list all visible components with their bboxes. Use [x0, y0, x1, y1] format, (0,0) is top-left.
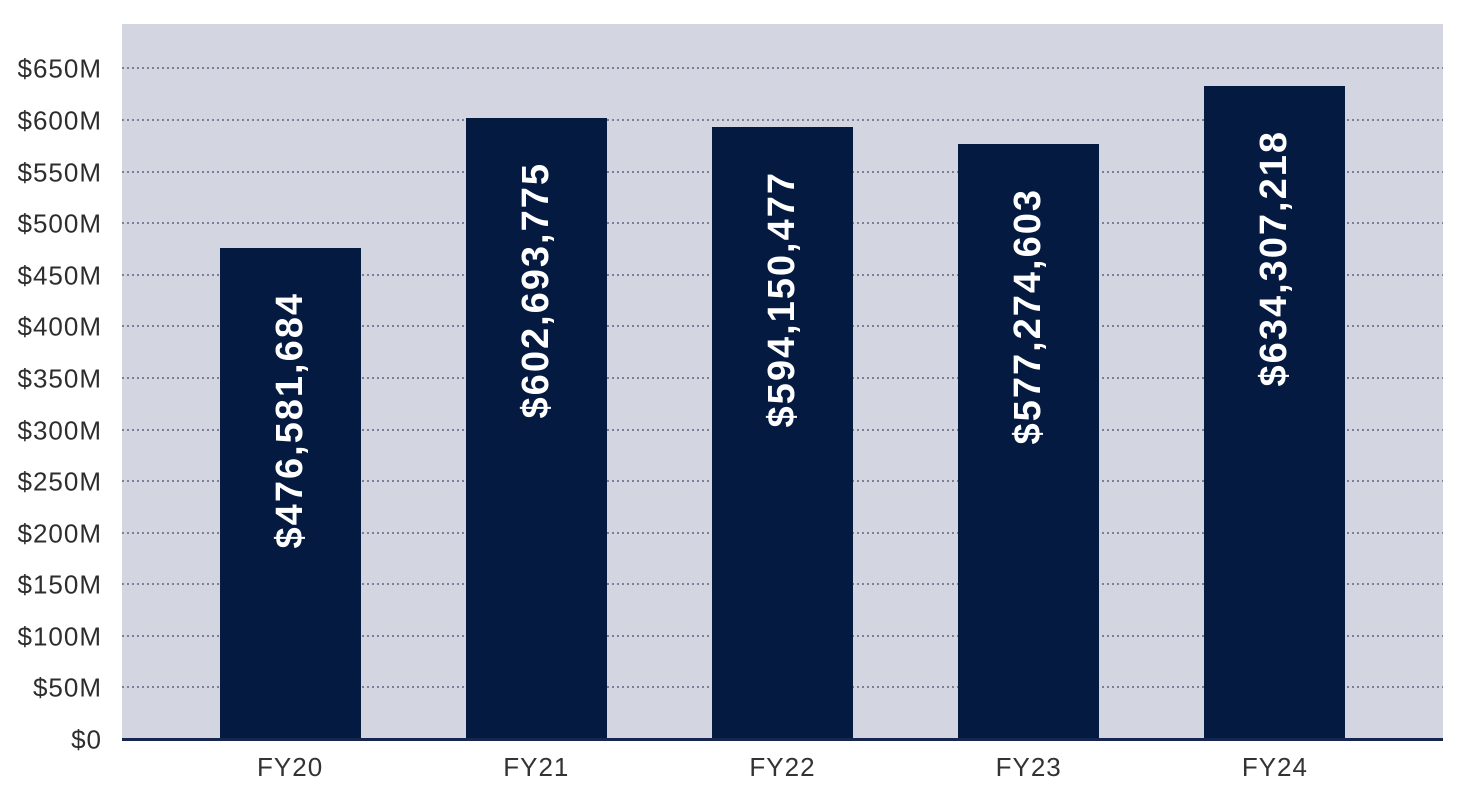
- y-tick-label: $500M: [17, 208, 102, 239]
- x-axis-label-fy20: FY20: [257, 752, 324, 782]
- y-axis: $0 $50M $100M $150M $200M $250M $300M $350M $400…: [0, 24, 122, 755]
- bar-slot: $634,307,218: [1152, 24, 1398, 740]
- x-axis: FY20 FY21 FY22 FY23 FY24: [122, 752, 1443, 783]
- plot-wrap: $0 $50M $100M $150M $200M $250M $300M $350M $400…: [0, 24, 1443, 755]
- bar-slot: $476,581,684: [167, 24, 413, 740]
- y-tick-label: $300M: [17, 415, 102, 445]
- x-axis-label-fy23: FY23: [995, 752, 1062, 782]
- bar-fy24: $634,307,218: [1204, 85, 1346, 740]
- y-tick-label: $100M: [17, 621, 102, 652]
- y-tick-label: $250M: [17, 466, 102, 497]
- y-tick-label: $450M: [17, 260, 102, 291]
- x-axis-label-fy21: FY21: [503, 752, 570, 782]
- x-axis-baseline: [122, 738, 1443, 741]
- bar-slot: $577,274,603: [906, 24, 1152, 740]
- y-tick-label: $650M: [17, 53, 102, 84]
- y-tick-label: $350M: [17, 363, 102, 394]
- bar-value-label: $594,150,477: [761, 171, 803, 428]
- bar-value-label: $577,274,603: [1007, 188, 1050, 445]
- bar-fy23: $577,274,603: [958, 144, 1100, 740]
- y-tick-label: $150M: [17, 569, 102, 600]
- x-axis-label-fy24: FY24: [1241, 752, 1308, 782]
- y-tick-label: $550M: [17, 157, 102, 188]
- bar-slot: $602,693,775: [413, 24, 659, 740]
- bar-fy21: $602,693,775: [465, 118, 607, 740]
- bar-value-label: $634,307,218: [1253, 129, 1296, 387]
- bar-slot: $594,150,477: [659, 24, 905, 740]
- bar-value-label: $602,693,775: [514, 162, 557, 419]
- grid-line: [122, 67, 1443, 70]
- y-tick-label: $0: [71, 724, 102, 755]
- y-tick-label: $50M: [32, 672, 102, 703]
- bar-fy20: $476,581,684: [219, 248, 361, 740]
- y-tick-label: $600M: [17, 105, 102, 136]
- grid-line: [122, 118, 1443, 121]
- x-axis-label-fy22: FY22: [749, 752, 816, 782]
- bar-value-label: $476,581,684: [268, 292, 311, 549]
- plot-area: $476,581,684 $602,693,775 $594,150,477 $577…: [122, 24, 1443, 741]
- bars-group: $476,581,684 $602,693,775 $594,150,477 $577…: [122, 24, 1443, 740]
- y-tick-label: $400M: [17, 311, 102, 342]
- y-tick-label: $200M: [17, 518, 102, 549]
- bar-fy22: $594,150,477: [712, 127, 853, 740]
